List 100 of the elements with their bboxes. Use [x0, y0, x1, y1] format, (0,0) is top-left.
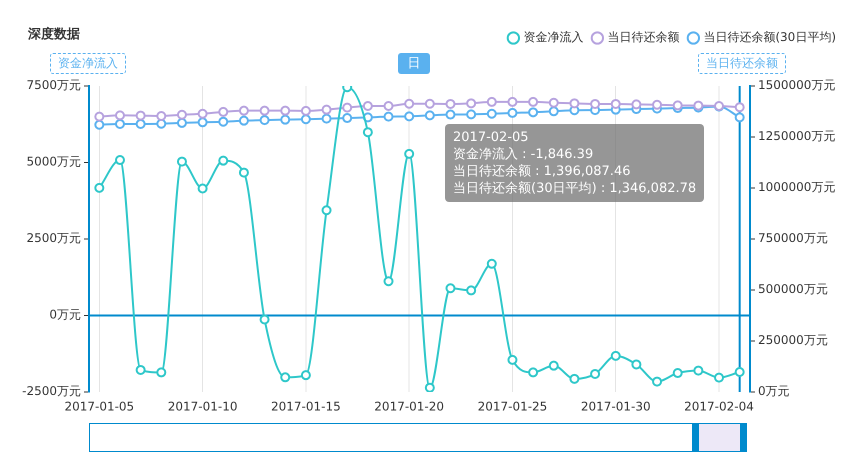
y2-tick-label: 500000万元 [758, 282, 828, 296]
point [260, 106, 270, 116]
point [136, 110, 146, 121]
point [198, 184, 208, 194]
y-tick-label: 7500万元 [26, 78, 81, 92]
point [238, 106, 249, 116]
x-tick-label: 2017-01-05 [64, 399, 134, 414]
point [590, 368, 600, 379]
x-tick-label: 2017-01-15 [271, 399, 341, 414]
point [114, 118, 125, 129]
point [445, 98, 456, 109]
point [672, 100, 683, 110]
point [569, 98, 580, 108]
point [466, 98, 476, 108]
point [342, 113, 352, 124]
point [136, 364, 146, 375]
x-tick-label: 2017-01-25 [478, 399, 548, 414]
annotation: 资金净流入 : -1,846.39 [453, 146, 594, 163]
point [322, 104, 332, 115]
point [260, 314, 270, 324]
point [548, 98, 559, 108]
point [238, 116, 249, 126]
y2-tick-label: 1250000万元 [758, 129, 836, 144]
point [507, 96, 518, 107]
point [734, 367, 745, 377]
legend-label: 资金净流入 [523, 30, 584, 44]
point [734, 112, 745, 122]
point [404, 98, 414, 109]
point [610, 98, 621, 109]
point [218, 106, 228, 117]
annotation: 2017-02-05 [453, 129, 530, 146]
point [238, 168, 249, 178]
point [280, 106, 290, 116]
point [548, 106, 559, 116]
point [280, 114, 290, 125]
y-axis-title: 资金净流入 [50, 53, 126, 74]
y-tick-label: 2500万元 [26, 231, 81, 246]
point [94, 182, 104, 193]
point [652, 376, 662, 387]
point [384, 276, 394, 286]
annotation: 当日待还余额 : 1,396,087.46 [453, 163, 632, 180]
point [218, 156, 228, 166]
point [156, 367, 166, 378]
point [280, 372, 290, 382]
point [486, 96, 497, 107]
point [176, 118, 187, 128]
point [507, 108, 518, 118]
point [445, 110, 456, 120]
legend-label: 当日待还余额 [607, 30, 680, 44]
point [198, 117, 208, 128]
point [424, 382, 435, 392]
chart-title: 深度数据 [28, 27, 80, 43]
point [260, 115, 270, 126]
point [176, 156, 187, 167]
y2-tick-label: 750000万元 [758, 231, 828, 246]
point [590, 98, 600, 109]
point [404, 148, 414, 159]
point [384, 100, 394, 111]
legend-label: 当日待还余额(30日平均) [703, 30, 836, 44]
point [714, 372, 724, 383]
point [528, 96, 538, 107]
point [322, 205, 332, 216]
x-tick-label: 2017-01-20 [374, 399, 444, 414]
point [631, 359, 642, 370]
y2-tick-label: 1000000万元 [758, 180, 836, 194]
point [528, 367, 538, 378]
point [342, 102, 352, 113]
x-tick-label: 2017-01-10 [168, 399, 238, 414]
point [424, 98, 435, 109]
y-tick-label: 5000万元 [26, 154, 81, 169]
point [322, 114, 332, 124]
point [672, 368, 683, 378]
point [507, 354, 518, 365]
point [528, 107, 538, 118]
point [693, 366, 704, 376]
y2-tick-label: 0万元 [758, 384, 790, 398]
point [176, 110, 187, 120]
y-tick-label: -2500万元 [22, 384, 81, 398]
y-tick-label: 0万元 [49, 308, 81, 322]
point [156, 110, 166, 121]
point [362, 100, 373, 111]
point [610, 350, 621, 361]
annotation: 当日待还余额(30日平均) : 1,346,082.78 [453, 180, 696, 197]
day-button: 日 [398, 53, 430, 74]
y2-tick-label: 1500000万元 [758, 78, 836, 92]
y2-axis-title: 当日待还余额 [698, 53, 786, 74]
point [300, 370, 311, 380]
point [548, 360, 559, 371]
x-tick-label: 2017-02-04 [684, 399, 754, 414]
point [652, 100, 662, 110]
point [198, 108, 208, 119]
point [486, 108, 497, 119]
point [94, 120, 104, 130]
point [114, 110, 125, 120]
point [424, 110, 435, 120]
point [300, 106, 311, 116]
point [362, 127, 373, 138]
point [384, 112, 394, 122]
point [404, 111, 414, 122]
point [156, 118, 166, 129]
